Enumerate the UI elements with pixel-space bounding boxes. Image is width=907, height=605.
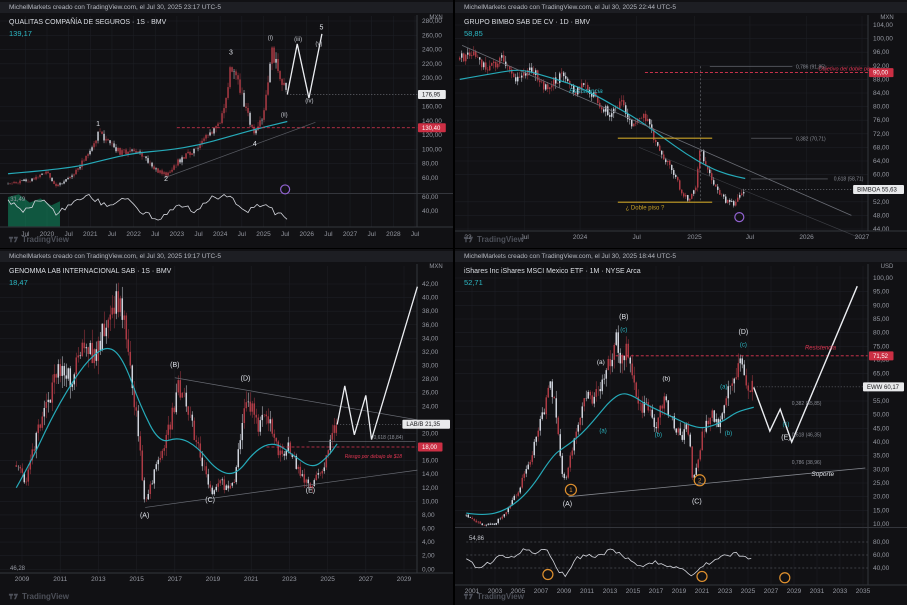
indicator-value: 139,17 (9, 29, 32, 38)
chart-panel-genomma-lab: MichelMarkets creado con TradingView.com… (0, 249, 453, 605)
attribution-bar: MichelMarkets creado con TradingView.com… (0, 2, 453, 13)
chart-panel-bimbo: MichelMarkets creado con TradingView.com… (455, 0, 907, 248)
attribution-bar: MichelMarkets creado con TradingView.com… (455, 251, 907, 262)
chart-panel-qualitas: MichelMarkets creado con TradingView.com… (0, 0, 453, 248)
tradingview-logo: TradingView (463, 591, 524, 602)
tradingview-logo-icon (463, 236, 474, 243)
indicator-value: 52,71 (464, 278, 483, 287)
attribution-bar: MichelMarkets creado con TradingView.com… (455, 2, 907, 13)
tradingview-logo-text: TradingView (22, 592, 69, 601)
tradingview-logo-text: TradingView (22, 235, 69, 244)
chart-legend: GENOMMA LAB INTERNACIONAL SAB · 1S · BMV… (9, 268, 171, 287)
symbol-title: QUALITAS COMPAÑÍA DE SEGUROS · 1S · BMV (9, 19, 167, 26)
chart-panel-eww: MichelMarkets creado con TradingView.com… (455, 249, 907, 605)
tradingview-logo-text: TradingView (477, 592, 524, 601)
indicator-value: 18,47 (9, 278, 28, 287)
symbol-title: GENOMMA LAB INTERNACIONAL SAB · 1S · BMV (9, 268, 172, 275)
indicator-value: 58,85 (464, 29, 483, 38)
tradingview-logo-icon (8, 593, 19, 600)
chart-legend: iShares Inc iShares MSCI Mexico ETF · 1M… (464, 268, 641, 287)
tradingview-logo: TradingView (8, 234, 69, 245)
tradingview-logo: TradingView (8, 591, 69, 602)
tradingview-logo: TradingView (463, 234, 524, 245)
attribution-bar: MichelMarkets creado con TradingView.com… (0, 251, 453, 262)
chart-legend: GRUPO BIMBO SAB DE CV · 1D · BMV 58,85 (464, 19, 590, 38)
symbol-title: iShares Inc iShares MSCI Mexico ETF · 1M… (464, 268, 641, 275)
chart-legend: QUALITAS COMPAÑÍA DE SEGUROS · 1S · BMV … (9, 19, 166, 38)
symbol-title: GRUPO BIMBO SAB DE CV · 1D · BMV (464, 19, 591, 26)
tradingview-logo-icon (463, 593, 474, 600)
tradingview-logo-icon (8, 236, 19, 243)
tradingview-logo-text: TradingView (477, 235, 524, 244)
